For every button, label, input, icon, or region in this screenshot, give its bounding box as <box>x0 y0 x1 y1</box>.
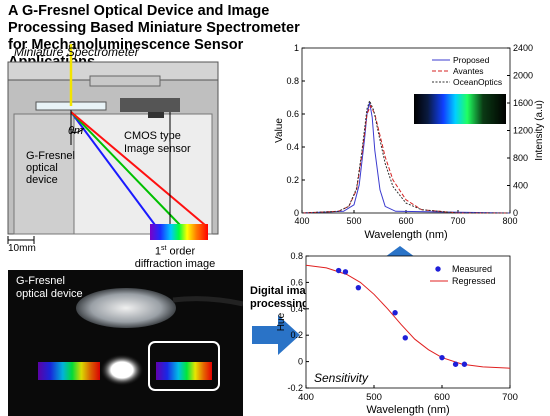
cmos-label: CMOS type Image sensor <box>124 130 191 155</box>
series-line-oceanoptics <box>301 99 510 214</box>
angle-label: θm <box>68 125 84 137</box>
x-axis-label: Wavelength (nm) <box>366 404 449 416</box>
data-point-measured <box>461 361 468 367</box>
spectrum-right <box>156 362 212 380</box>
diffraction-image <box>150 224 208 240</box>
y-tick-label: 0.6 <box>290 277 303 287</box>
spectrum-chart: 400 500 600 700 80000.20.40.60.8104008001200… <box>274 43 545 241</box>
data-point-measured <box>355 284 362 291</box>
y-tick-label: 0.2 <box>290 330 303 340</box>
y-right-tick-label: 800 <box>513 153 528 163</box>
y-axis-label: Hue <box>276 312 287 331</box>
gfresnel-label: G-Fresnel optical device <box>26 150 75 186</box>
y-right-tick-label: 1200 <box>513 126 533 136</box>
x-tick-label: 400 <box>298 392 314 403</box>
data-point-measured <box>392 310 398 316</box>
red-ray <box>70 111 206 226</box>
y-right-tick-label: 2400 <box>513 43 533 53</box>
selection-box <box>148 341 220 391</box>
sensitivity-annotation: Sensitivity <box>314 371 369 385</box>
data-point-measured <box>335 267 342 274</box>
legend-label: OceanOptics <box>453 77 502 87</box>
y-tick-label: 1 <box>294 43 299 53</box>
legend-label: Measured <box>452 264 492 274</box>
spectrum-strip-image <box>414 94 506 124</box>
y-tick-label: 0 <box>298 357 303 367</box>
spectrometer-label: Miniature Spectrometer <box>14 45 139 59</box>
y-tick-label: 0.4 <box>286 142 299 152</box>
y-tick-label: -0.2 <box>287 383 303 393</box>
x-tick-label: 700 <box>450 216 465 226</box>
y-right-tick-label: 0 <box>513 208 518 218</box>
data-point-measured <box>402 335 408 341</box>
spectrometer-schematic <box>7 44 219 244</box>
y-tick-label: 0.6 <box>286 109 299 119</box>
x-axis-label: Wavelength (nm) <box>364 229 447 241</box>
scale-label: 10mm <box>8 243 36 254</box>
processing-label: Digital image processing <box>250 285 319 310</box>
zero-order-spot <box>100 354 144 386</box>
x-tick-label: 500 <box>366 392 382 403</box>
x-tick-label: 800 <box>502 216 517 226</box>
y-axis-label: Value <box>274 118 285 143</box>
data-point-measured <box>439 354 445 361</box>
y-tick-label: 0.8 <box>290 251 303 261</box>
y-right-axis-label: Intensity (a.u) <box>534 100 545 161</box>
legend-swatch-measured <box>435 266 441 272</box>
y-right-tick-label: 400 <box>513 181 528 191</box>
right-arrow-icon <box>252 315 300 355</box>
legend-label: Regressed <box>452 276 496 286</box>
photo-label: G-Fresnel optical device <box>16 275 83 300</box>
x-tick-label: 700 <box>502 392 518 403</box>
y-tick-label: 0.2 <box>286 175 299 185</box>
spectrum-left <box>38 362 100 380</box>
legend-label: Avantes <box>453 66 484 76</box>
data-point-measured <box>452 361 459 367</box>
x-tick-label: 600 <box>398 216 413 226</box>
x-tick-label: 400 <box>294 216 309 226</box>
y-right-tick-label: 2000 <box>513 71 533 81</box>
x-tick-label: 600 <box>434 392 450 403</box>
legend-label: Proposed <box>453 55 490 65</box>
data-point-measured <box>342 269 349 275</box>
blue-ray <box>70 111 156 226</box>
green-ray <box>70 111 181 226</box>
device-photo <box>8 270 243 416</box>
gfresnel-lens <box>76 288 176 328</box>
plot-frame <box>301 47 511 214</box>
y-tick-label: 0.4 <box>290 304 303 314</box>
y-tick-label: 0.8 <box>286 76 299 86</box>
y-right-tick-label: 1600 <box>513 98 533 108</box>
y-tick-label: 0 <box>294 208 299 218</box>
hue-chart: 400 500 600 700 -0.2 0 0.2 0.4 0.6 0.8 Wavelength … <box>276 251 518 416</box>
diffraction-label: 1st order diffraction image <box>134 245 216 270</box>
x-tick-label: 500 <box>346 216 361 226</box>
